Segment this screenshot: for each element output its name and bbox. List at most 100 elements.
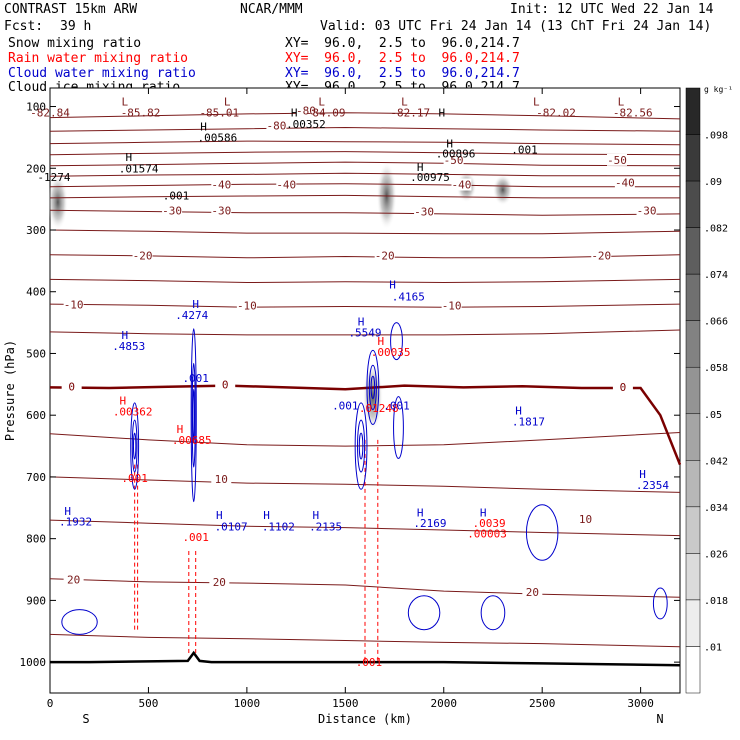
extremum-label: H [417,507,424,520]
contour-label: -20 [591,250,611,263]
zero-isotherm-line [49,384,682,466]
contour-label-bg-22 [575,513,596,526]
extremum-label: H [446,138,453,151]
extremum-label: H [358,315,365,328]
contour-label: 10 [215,473,228,486]
contour-label: -30 [211,204,231,217]
colorbar-label: .042 [704,456,728,467]
isotherm-line-7 [49,194,680,199]
extremum-label: .00685 [172,434,212,447]
contour-label: 0 [222,379,229,392]
extremum-label: .00035 [371,346,411,359]
extremum-label: H [122,329,129,342]
contour-label-bg-5 [276,178,297,191]
y-tick-label: 700 [26,471,46,484]
extremum-label: .001 [511,144,538,157]
extremum-label: .001 [332,399,359,412]
extremum-label: H [192,298,199,311]
x-tick-label: 3000 [627,697,654,710]
colorbar-label: .098 [704,131,728,142]
extremum-label: .001 [163,189,190,202]
cloud-water-contour-5 [390,322,403,361]
colorbar-segment-1 [685,134,701,182]
extremum-label: .001 [121,472,148,485]
contour-label: -10 [442,300,462,313]
extremum-label: -85.01 [199,107,239,120]
isotherm-line-6 [49,183,680,188]
colorbar-label: .018 [704,596,728,607]
colorbar-segment-11 [685,599,701,647]
contour-label: 20 [526,586,539,599]
extremum-label: .1932 [59,515,92,528]
extremum-label: L [318,96,325,109]
x-end-label-left: S [82,712,89,726]
extremum-label: .1817 [512,415,545,428]
colorbar-label: .058 [704,363,728,374]
extremum-label: .01574 [119,162,159,175]
isotherm-line-11 [49,278,681,284]
x-tick-label: 2500 [529,697,556,710]
contour-label-bg-16 [236,299,257,312]
contour-label: 10 [579,513,592,526]
y-tick-label: 800 [26,533,46,546]
extremum-label: H [291,107,298,120]
extremum-label: -85.82 [121,107,161,120]
x-tick-label: 0 [47,697,54,710]
colorbar-segment-2 [685,180,701,228]
contour-label-bg-0 [295,104,316,117]
extremum-label: .4165 [392,291,425,304]
extremum-label: .00362 [113,405,153,418]
extremum-label: .001 [182,531,209,544]
contour-label: -30 [414,206,434,219]
contour-label-bg-21 [211,473,232,486]
extremum-label: .01248 [359,402,399,415]
isotherm-line-5 [49,172,680,177]
extremum-label: H [389,278,396,291]
contour-label: -20 [133,250,153,263]
contour-label: -30 [162,204,182,217]
cloud-water-contour-inner-0 [368,364,377,411]
isotherm-line-12 [49,303,681,308]
cloud-water-contour-9 [407,595,441,631]
colorbar-label: .034 [704,503,728,514]
extremum-label: .001 [383,399,410,412]
field-xy-rain: XY= 96.0, 2.5 to 96.0,214.7 [285,51,520,66]
x-axis-label: Distance (km) [318,712,412,726]
cloud-water-contour-inner-2 [357,419,366,473]
cloud-water-contour-core-2 [358,432,364,460]
contour-label: -40 [615,177,635,190]
center-label: NCAR/MMM [240,2,303,17]
contour-label-bg-15 [63,298,84,311]
colorbar-segment-3 [685,227,701,275]
cloud-water-contour-inner-1 [191,362,196,468]
contour-label-bg-14 [591,249,612,262]
extremum-label: .2354 [636,479,669,492]
extremum-label: H [177,423,184,436]
isotherm-line-2 [49,140,681,146]
fcst-value: 39 h [60,19,92,34]
extremum-label: H [515,404,522,417]
contour-label: -50 [444,154,464,167]
extremum-label: .001 [356,656,383,669]
extremum-label: -82.02 [536,107,576,120]
init-time: Init: 12 UTC Wed 22 Jan 14 [510,2,714,17]
contour-label: -40 [452,179,472,192]
extremum-label: H [480,507,487,520]
contour-label: -80 [296,104,316,117]
contour-label-bg-4 [211,178,232,191]
field-name-snow: Snow mixing ratio [8,36,142,51]
contour-label-bg-8 [162,204,183,217]
extremum-label: H [438,107,445,120]
y-tick-label: 1000 [20,656,47,669]
contour-label: -10 [237,300,257,313]
contour-label: 20 [67,574,80,587]
contour-label-bg-1 [266,119,287,132]
x-tick-label: 500 [139,697,159,710]
extremum-label: H [263,509,270,522]
contour-label-bg-18 [61,380,82,393]
y-tick-label: 300 [26,224,46,237]
contour-label-bg-12 [132,249,153,262]
isotherm-line-4 [49,161,681,167]
isotherm-line-16 [49,519,681,537]
isotherm-line-15 [49,476,681,493]
